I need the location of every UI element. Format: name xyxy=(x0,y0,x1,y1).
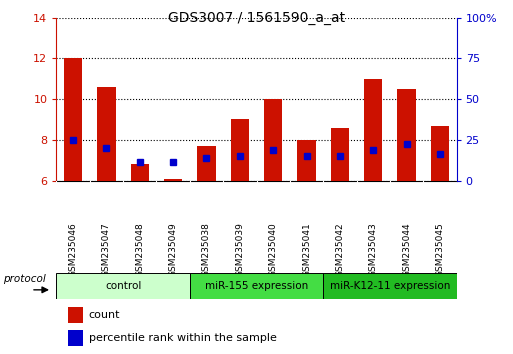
Text: GSM235044: GSM235044 xyxy=(402,222,411,276)
Text: GDS3007 / 1561590_a_at: GDS3007 / 1561590_a_at xyxy=(168,11,345,25)
Text: GSM235046: GSM235046 xyxy=(69,222,77,277)
Bar xyxy=(264,99,282,181)
Bar xyxy=(331,127,349,181)
Text: GSM235045: GSM235045 xyxy=(436,222,444,277)
Text: miR-155 expression: miR-155 expression xyxy=(205,281,308,291)
Bar xyxy=(231,120,249,181)
Text: GSM235039: GSM235039 xyxy=(235,222,244,277)
Text: GSM235040: GSM235040 xyxy=(269,222,278,277)
Bar xyxy=(431,126,449,181)
Text: count: count xyxy=(89,310,121,320)
Bar xyxy=(164,178,182,181)
Text: percentile rank within the sample: percentile rank within the sample xyxy=(89,332,277,343)
Bar xyxy=(190,273,323,299)
Bar xyxy=(198,146,215,181)
Bar xyxy=(131,164,149,181)
Text: GSM235048: GSM235048 xyxy=(135,222,144,277)
Bar xyxy=(56,273,190,299)
Bar xyxy=(398,89,416,181)
Bar xyxy=(68,330,83,346)
Text: GSM235043: GSM235043 xyxy=(369,222,378,277)
Bar xyxy=(97,87,115,181)
Text: GSM235049: GSM235049 xyxy=(169,222,177,277)
Text: protocol: protocol xyxy=(3,274,46,284)
Text: GSM235047: GSM235047 xyxy=(102,222,111,277)
Text: GSM235042: GSM235042 xyxy=(336,222,344,276)
Bar xyxy=(323,273,457,299)
Bar xyxy=(64,58,82,181)
Bar xyxy=(298,140,315,181)
Bar xyxy=(364,79,382,181)
Text: control: control xyxy=(105,281,141,291)
Text: miR-K12-11 expression: miR-K12-11 expression xyxy=(330,281,450,291)
Text: GSM235038: GSM235038 xyxy=(202,222,211,277)
Bar xyxy=(68,307,83,323)
Text: GSM235041: GSM235041 xyxy=(302,222,311,277)
